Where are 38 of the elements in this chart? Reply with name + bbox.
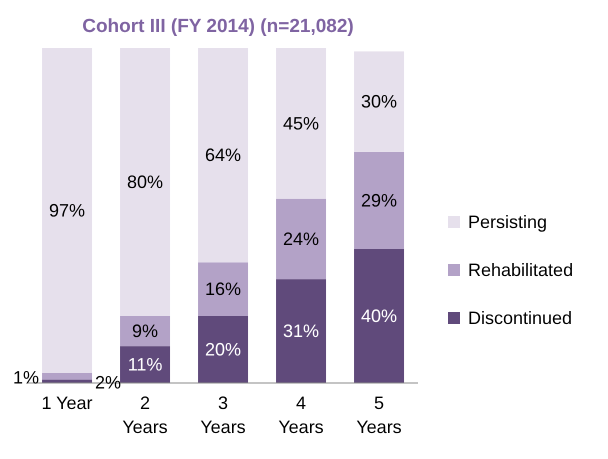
bar [354,249,404,383]
data-label: 31% [283,321,320,342]
bar [354,152,404,249]
legend-label: Discontinued [468,308,572,328]
bar [42,380,92,383]
x-tick-label: 5 Years [356,393,402,437]
data-label: 45% [283,113,320,134]
bar [120,48,170,316]
x-tick-label: 1 Year [41,393,93,413]
data-label: 1% [13,367,40,388]
chart-title: Cohort III (FY 2014) (n=21,082) [81,16,355,38]
data-label: 9% [132,321,158,342]
legend-label: Persisting [468,212,548,232]
data-label: 24% [283,228,320,249]
bar [198,262,248,316]
x-tick-label: 2 Years [122,393,168,437]
bar [354,51,404,152]
bar [42,48,92,373]
data-label: 20% [205,340,242,360]
bar [42,372,92,380]
bar [198,316,248,383]
data-label: 40% [361,306,398,326]
legend-label: Rehabilitated [468,260,574,280]
bar [276,48,326,199]
x-tick-label: 3 Years [200,393,246,437]
data-label: 16% [205,279,242,300]
bar [276,279,326,383]
x-tick-label: 4 Years [278,393,324,437]
data-label: 29% [361,190,398,210]
data-label: 80% [127,172,164,192]
data-label: 64% [205,145,242,166]
bar [198,48,248,262]
bar [276,198,326,280]
data-label: 30% [361,92,398,112]
data-label: 11% [128,354,162,375]
bar [120,346,170,383]
data-label: 97% [49,200,86,220]
data-label: 2% [95,372,122,392]
